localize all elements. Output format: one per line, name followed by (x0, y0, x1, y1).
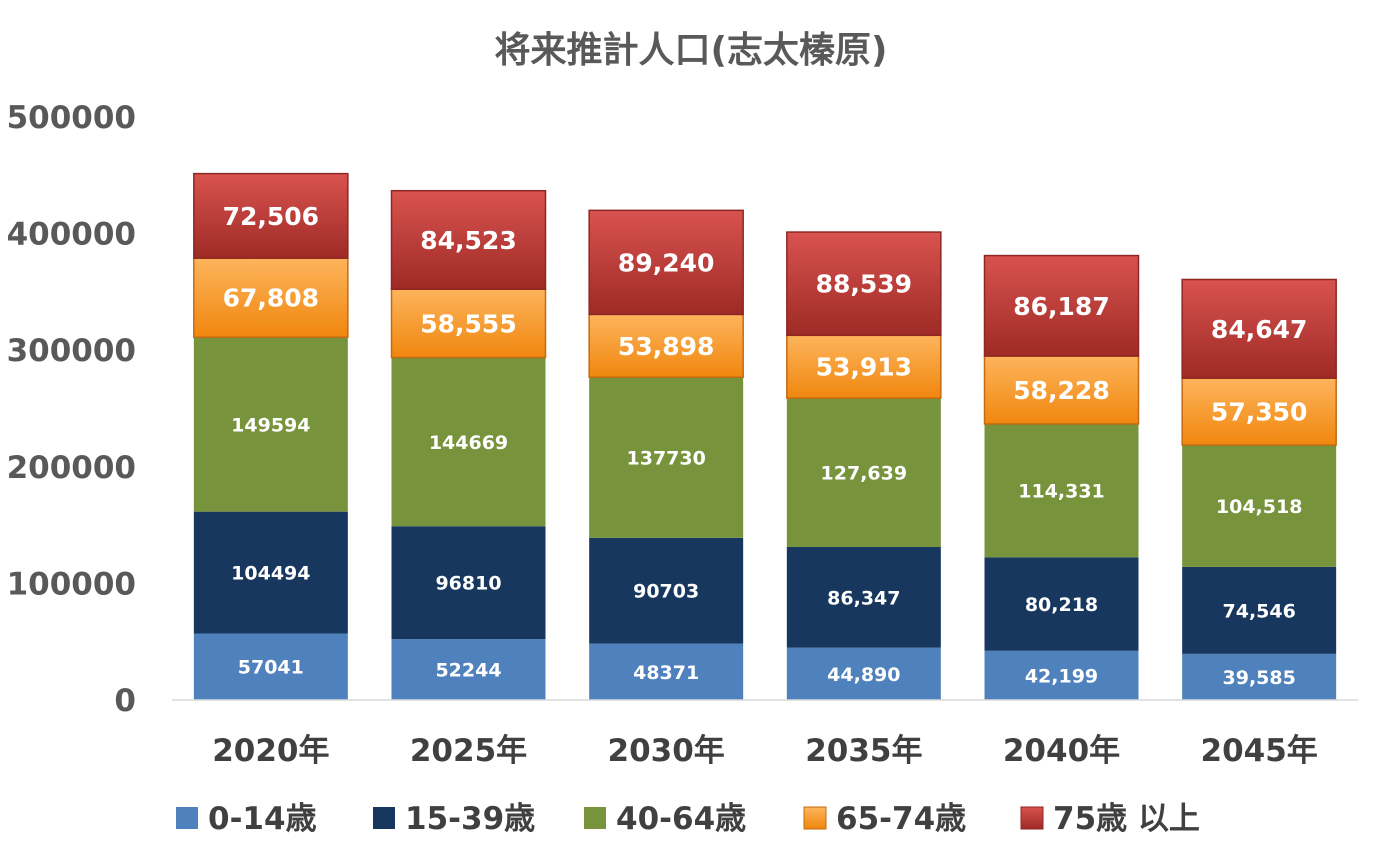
bar-segment (589, 537, 744, 644)
data-label: 90703 (633, 581, 699, 603)
data-label: 86,347 (827, 587, 900, 609)
data-label: 58,228 (1013, 376, 1109, 405)
bar-segment (588, 209, 744, 316)
y-tick-label: 0 (114, 683, 136, 719)
legend-swatch (1020, 806, 1044, 830)
data-label: 48371 (633, 662, 699, 684)
data-label: 114,331 (1018, 481, 1105, 503)
data-label: 104,518 (1216, 496, 1303, 518)
bar-segment (786, 231, 942, 337)
bar-segment (391, 357, 546, 527)
bar-segment (391, 526, 546, 640)
legend: 0-14歳 15-39歳 40-64歳 65-74歳 75歳 以上 (176, 801, 1200, 837)
data-label: 67,808 (223, 284, 319, 313)
data-label: 84,647 (1211, 315, 1307, 344)
x-tick-label: 2045年 (1201, 733, 1318, 769)
data-label: 86,187 (1013, 292, 1109, 321)
legend-label: 15-39歳 (405, 801, 535, 837)
data-label: 89,240 (618, 248, 714, 277)
legend-label: 75歳 以上 (1053, 801, 1200, 837)
legend-swatch (373, 807, 395, 829)
data-label: 137730 (627, 448, 706, 470)
bars-group: 57041 104494 149594 67,808 72,506 52244 96810 1… (193, 172, 1337, 700)
y-tick-label: 300000 (7, 333, 136, 369)
data-label: 96810 (435, 573, 501, 595)
data-label: 149594 (231, 414, 310, 436)
data-label: 84,523 (420, 226, 516, 255)
bar-segment (391, 639, 546, 700)
y-tick-label: 200000 (7, 450, 136, 486)
bar-segment (193, 511, 348, 634)
bar-segment (786, 334, 942, 399)
chart-title: 将来推計人口(志太榛原) (495, 30, 888, 71)
x-tick-label: 2020年 (212, 733, 329, 769)
data-label: 42,199 (1025, 665, 1098, 687)
bar-segment (1181, 278, 1337, 379)
bar-segment (786, 647, 941, 700)
y-tick-label: 100000 (7, 566, 136, 602)
data-label: 53,898 (618, 332, 714, 361)
bar-segment (1182, 566, 1337, 654)
data-label: 88,539 (816, 270, 912, 299)
bar-segment (786, 398, 941, 547)
data-label: 104494 (231, 563, 310, 585)
data-label: 58,555 (420, 309, 516, 338)
bar-segment (589, 377, 744, 538)
data-label: 53,913 (816, 353, 912, 382)
data-label: 74,546 (1223, 600, 1296, 622)
bar-segment (1182, 653, 1337, 700)
y-tick-label: 400000 (7, 217, 136, 253)
bar-segment (193, 337, 348, 512)
data-label: 80,218 (1025, 594, 1098, 616)
x-tick-label: 2040年 (1003, 733, 1120, 769)
data-label: 57041 (238, 657, 304, 679)
data-label: 52244 (435, 660, 501, 682)
data-label: 39,585 (1223, 667, 1296, 689)
bar-segment (1181, 377, 1337, 446)
data-label: 127,639 (821, 463, 908, 485)
data-label: 57,350 (1211, 398, 1307, 427)
bar-segment (193, 633, 348, 700)
x-axis: 2020年 2025年 2030年 2035年 2040年 2045年 (212, 733, 1318, 769)
bar-segment (786, 546, 941, 648)
data-label: 72,506 (223, 202, 319, 231)
y-tick-label: 500000 (7, 100, 136, 136)
legend-swatch (803, 806, 827, 830)
bar-segment (984, 557, 1139, 651)
bar-segment (589, 643, 744, 700)
bar-segment (983, 254, 1140, 357)
y-axis: 0 100000 200000 300000 400000 500000 (7, 100, 136, 719)
legend-swatch (176, 807, 198, 829)
data-label: 44,890 (827, 664, 900, 686)
bar-segment (984, 423, 1139, 558)
bar-segment (984, 650, 1139, 700)
bar-segment (390, 189, 547, 290)
x-tick-label: 2030年 (608, 733, 725, 769)
bar-segment (1182, 445, 1337, 567)
bar-segment (193, 172, 349, 259)
data-label: 144669 (429, 432, 508, 454)
bar-segment (193, 257, 349, 338)
legend-label: 0-14歳 (208, 801, 317, 837)
legend-label: 65-74歳 (836, 801, 966, 837)
bar-segment (588, 313, 744, 378)
x-tick-label: 2035年 (805, 733, 922, 769)
legend-swatch (584, 807, 606, 829)
x-tick-label: 2025年 (410, 733, 527, 769)
legend-label: 40-64歳 (616, 801, 746, 837)
